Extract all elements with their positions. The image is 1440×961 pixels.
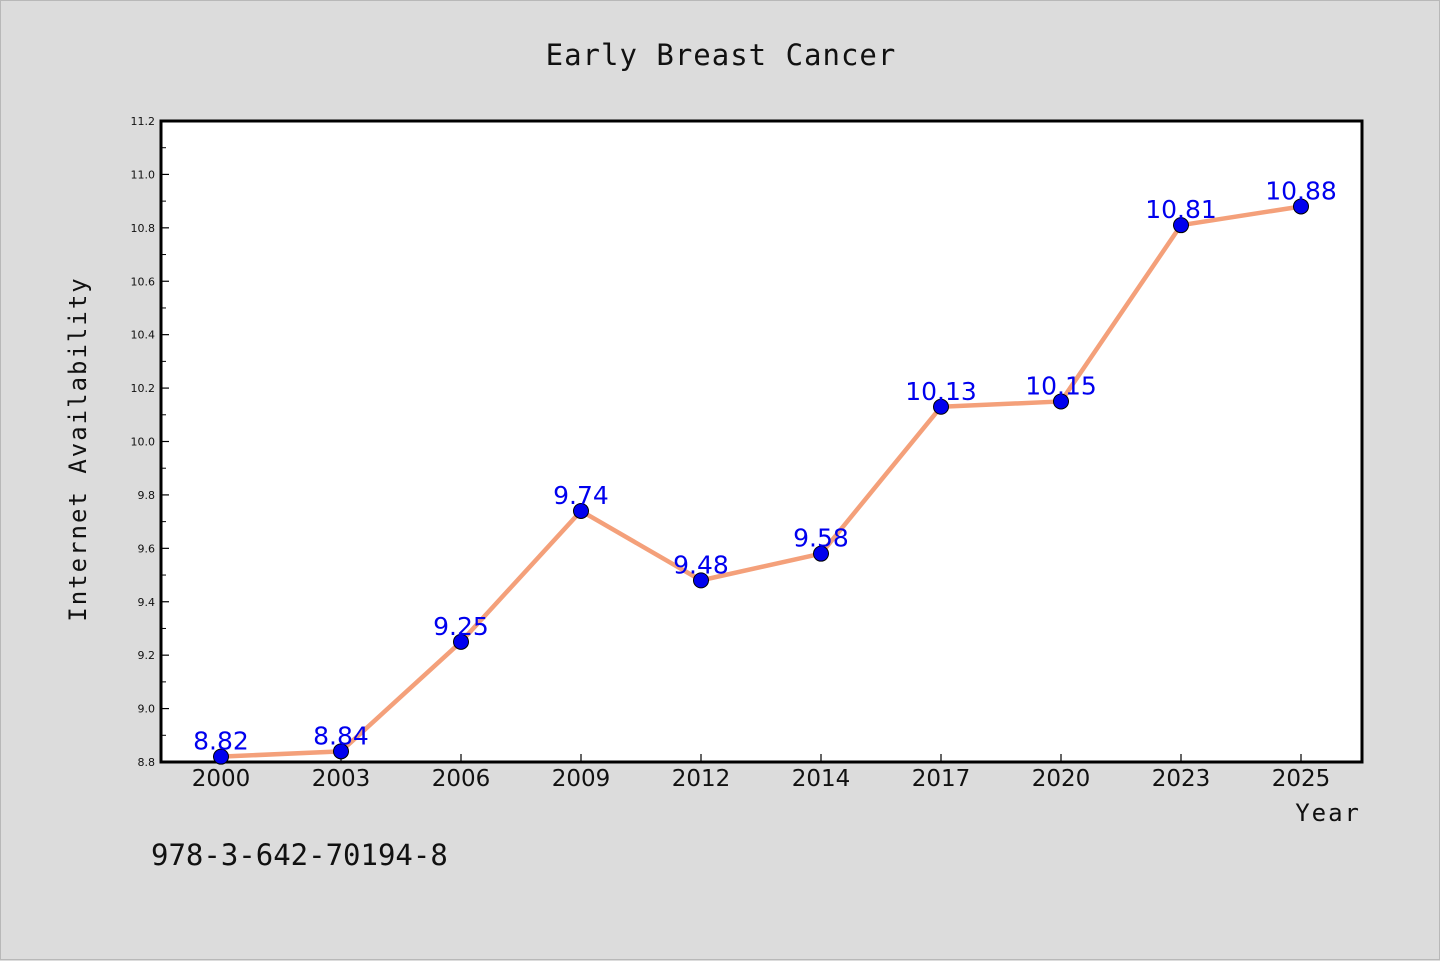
y-tick-label: 10.8 (131, 222, 156, 235)
x-tick-label: 2020 (1032, 766, 1091, 792)
x-tick-label: 2000 (192, 766, 251, 792)
x-tick-label: 2023 (1152, 766, 1211, 792)
data-point-marker (693, 572, 709, 589)
data-point-marker (1173, 217, 1189, 234)
x-tick-label: 2009 (552, 766, 611, 792)
y-tick-label: 9.4 (138, 596, 156, 609)
data-label: 10.13 (905, 377, 977, 406)
data-point-marker (453, 633, 469, 650)
x-tick-label: 2012 (672, 766, 731, 792)
y-tick-label: 10.6 (131, 275, 156, 288)
y-tick-label: 10.0 (131, 436, 156, 449)
y-tick-label: 8.8 (138, 756, 156, 769)
data-point-marker (213, 748, 229, 765)
y-tick-label: 10.4 (131, 329, 156, 342)
plot-area (159, 119, 1364, 764)
isbn-footer: 978-3-642-70194-8 (151, 838, 448, 872)
data-point-marker (1293, 198, 1309, 215)
y-tick-label: 9.2 (138, 649, 156, 662)
data-label: 9.74 (553, 481, 609, 510)
y-tick-label: 9.8 (138, 489, 156, 502)
data-point-marker (1053, 393, 1069, 410)
y-tick-label: 9.6 (138, 542, 156, 555)
chart-title: Early Breast Cancer (546, 38, 897, 72)
data-label: 9.25 (433, 612, 489, 641)
y-tick-label: 9.0 (138, 703, 156, 716)
data-label: 9.48 (673, 550, 729, 579)
x-tick-label: 2003 (312, 766, 371, 792)
series-layer: 8.82 8.84 9.25 9.74 9.48 9.58 10.13 10.15 10.81 1… (193, 176, 1337, 765)
x-tick-label: 2014 (792, 766, 851, 792)
x-axis-title: Year (1295, 799, 1361, 827)
y-axis: 8.8 9.0 9.2 9.4 9.6 9.8 10.0 10.2 10.4 10.6 10.8 11… (131, 115, 169, 769)
data-label: 10.81 (1145, 195, 1217, 224)
data-label: 9.58 (793, 524, 849, 553)
data-label: 8.82 (193, 727, 249, 756)
data-label: 10.88 (1265, 176, 1337, 205)
x-tick-label: 2006 (432, 766, 491, 792)
data-label: 8.84 (313, 721, 369, 750)
y-axis-title: Internet Availability (64, 276, 92, 621)
series-line (220, 204, 1302, 759)
data-point-marker (813, 545, 829, 562)
data-point-marker (573, 502, 589, 519)
data-point-marker (933, 398, 949, 415)
y-tick-label: 10.2 (131, 382, 156, 395)
y-tick-label: 11.2 (131, 115, 156, 128)
x-tick-label: 2017 (912, 766, 971, 792)
x-tick-label: 2025 (1272, 766, 1331, 792)
x-axis: 2000 2003 2006 2009 2012 2014 2017 2020 2023 2025 (192, 754, 1331, 792)
data-point-marker (333, 743, 349, 760)
data-label: 10.15 (1025, 371, 1097, 400)
y-tick-label: 11.0 (131, 168, 156, 181)
